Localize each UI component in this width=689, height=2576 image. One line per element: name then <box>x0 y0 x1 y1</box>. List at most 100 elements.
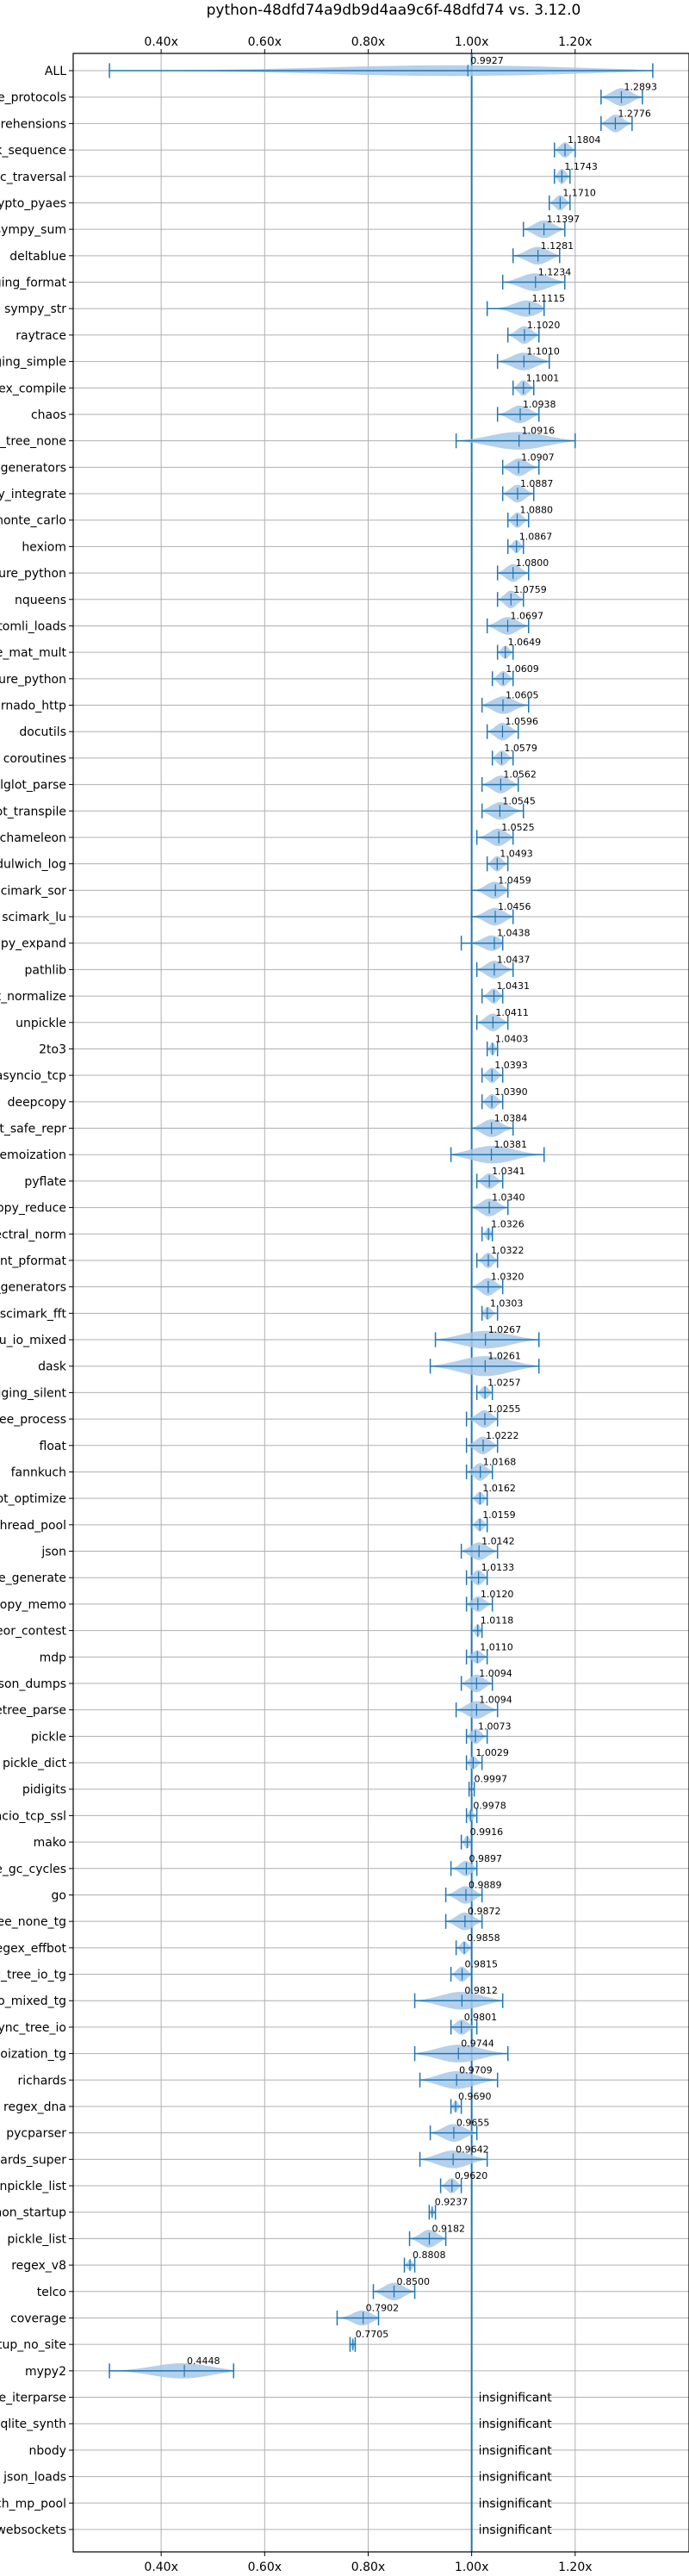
benchmark-label: comprehensions <box>0 117 66 131</box>
benchmark-label: sympy_str <box>4 302 66 316</box>
value-label: 1.0800 <box>516 557 549 569</box>
benchmark-label: json <box>40 1546 66 1559</box>
benchmark-label: sympy_integrate <box>0 488 66 501</box>
insignificant-label: insignificant <box>479 2471 553 2485</box>
benchmark-label: async_tree_memoization_tg <box>0 2048 66 2062</box>
label-layer: 0.40x 0.40x 0.60x 0.60x 0.80x 0.80x 1.00x 1.00x… <box>0 35 657 2574</box>
x-tick-label-top: 1.00x <box>455 35 488 49</box>
benchmark-label: logging_format <box>0 277 67 290</box>
value-label: 1.0880 <box>520 505 554 516</box>
benchmark-label: deepcopy_reduce <box>0 1202 66 1216</box>
x-tick-label-top: 0.80x <box>351 35 385 49</box>
benchmark-label: unpickle <box>16 1017 66 1030</box>
benchmark-label: chameleon <box>0 831 66 845</box>
benchmark-label: pickle_dict <box>3 1757 67 1770</box>
benchmark-label: unpickle_list <box>0 2180 66 2193</box>
benchmark-label: asyncio_tcp_ssl <box>0 1809 66 1823</box>
value-label: 1.0579 <box>504 743 537 754</box>
value-label: 1.0916 <box>522 426 556 437</box>
benchmark-label: scimark_monte_carlo <box>0 514 66 528</box>
insignificant-label: insignificant <box>479 2444 553 2458</box>
benchmark-label: scimark_sparse_mat_mult <box>0 646 67 660</box>
value-label: 1.0255 <box>487 1403 521 1415</box>
benchmark-label: scimark_lu <box>2 911 66 924</box>
benchmark-label: nqueens <box>15 594 66 607</box>
benchmark-label: pprint_pformat <box>0 1254 66 1268</box>
value-label: 1.1397 <box>547 214 580 225</box>
value-label: 1.0073 <box>478 1720 512 1732</box>
benchmark-label: logging_simple <box>0 356 66 370</box>
x-tick-label-top: 0.40x <box>144 35 177 49</box>
value-label: 1.0938 <box>523 399 556 410</box>
value-label: 1.0168 <box>483 1456 517 1467</box>
benchmark-label: xml_etree_generate <box>0 1571 66 1585</box>
benchmark-label: float <box>40 1440 67 1453</box>
benchmark-label: pickle_pure_python <box>0 567 66 581</box>
value-label: 1.0133 <box>481 1562 515 1573</box>
benchmark-label: nbody <box>29 2444 67 2458</box>
value-label: 1.0403 <box>495 1033 529 1044</box>
value-label: 1.0596 <box>505 716 538 727</box>
value-label: 0.9642 <box>456 2144 489 2155</box>
value-label: 1.0118 <box>481 1615 514 1627</box>
benchmark-label: deepcopy_memo <box>0 1598 66 1612</box>
x-tick-label-bottom: 0.80x <box>351 2560 385 2574</box>
value-label: 1.0320 <box>491 1272 525 1283</box>
value-label: 1.0609 <box>506 663 539 675</box>
benchmark-label: pycparser <box>6 2127 66 2141</box>
insignificant-label: insignificant <box>479 2523 553 2537</box>
value-label: 0.9655 <box>456 2118 490 2129</box>
value-label: 1.0110 <box>480 1641 513 1652</box>
value-label: 1.0697 <box>511 610 544 621</box>
benchmark-label: xml_etree_iterparse <box>0 2392 66 2405</box>
value-label: 1.0545 <box>502 795 536 806</box>
benchmark-label: pprint_safe_repr <box>0 1123 66 1136</box>
value-label: 1.0907 <box>521 451 555 463</box>
benchmark-label: async_tree_cpu_io_mixed_tg <box>0 1994 66 2008</box>
benchmark-label: json_dumps <box>0 1677 66 1691</box>
benchmark-label: tomli_loads <box>0 619 66 633</box>
benchmark-label: asyncio_tcp <box>0 1069 66 1083</box>
benchmark-label: ALL <box>45 65 66 78</box>
value-label: 1.0303 <box>490 1297 524 1309</box>
benchmark-label: coroutines <box>3 752 66 766</box>
value-label: 1.1281 <box>541 240 574 252</box>
value-label: 0.9858 <box>467 1932 500 1944</box>
value-label: 0.8500 <box>397 2276 431 2287</box>
benchmark-label: deepcopy <box>8 1096 66 1110</box>
value-label: 1.0267 <box>488 1324 522 1335</box>
plot-frame <box>72 53 689 2553</box>
x-tick-label-top: 0.60x <box>248 35 282 49</box>
benchmark-label: sympy_sum <box>0 223 66 237</box>
benchmark-label: regex_v8 <box>11 2259 66 2273</box>
value-label: 1.1234 <box>538 267 572 278</box>
value-label: 1.0381 <box>494 1139 528 1150</box>
benchmark-label: crypto_pyaes <box>0 196 66 210</box>
violin-layer <box>109 53 654 2552</box>
benchmark-label: logging_silent <box>0 1386 67 1400</box>
benchmark-label: pidigits <box>22 1783 66 1797</box>
value-label: 0.7902 <box>366 2302 400 2313</box>
benchmark-label: regex_dna <box>3 2100 66 2114</box>
value-label: 1.0867 <box>519 531 553 542</box>
benchmark-label: unpack_sequence <box>0 144 66 158</box>
value-label: 0.9997 <box>474 1774 507 1785</box>
benchmark-label: 2to3 <box>39 1042 66 1056</box>
value-label: 0.9182 <box>431 2223 464 2234</box>
value-label: 1.0562 <box>503 769 537 781</box>
value-label: 0.9744 <box>461 2038 494 2050</box>
value-label: 1.0411 <box>495 1007 529 1018</box>
value-label: 1.1710 <box>562 187 596 198</box>
benchmark-label: xml_etree_parse <box>0 1704 66 1718</box>
benchmark-label: raytrace <box>16 329 66 343</box>
value-label: 1.0340 <box>492 1192 525 1204</box>
benchmark-label: async_tree_cpu_io_mixed <box>0 1334 66 1347</box>
benchmark-label: richards <box>18 2074 67 2088</box>
benchmark-label: sqlglot_normalize <box>0 990 66 1004</box>
value-label: 0.4448 <box>187 2355 220 2367</box>
benchmark-label: fannkuch <box>11 1465 66 1479</box>
benchmark-label: bench_mp_pool <box>0 2497 66 2511</box>
benchmark-label: sqlite_synth <box>0 2417 66 2431</box>
value-label: 0.9897 <box>469 1853 502 1864</box>
value-label: 1.0326 <box>491 1218 525 1229</box>
